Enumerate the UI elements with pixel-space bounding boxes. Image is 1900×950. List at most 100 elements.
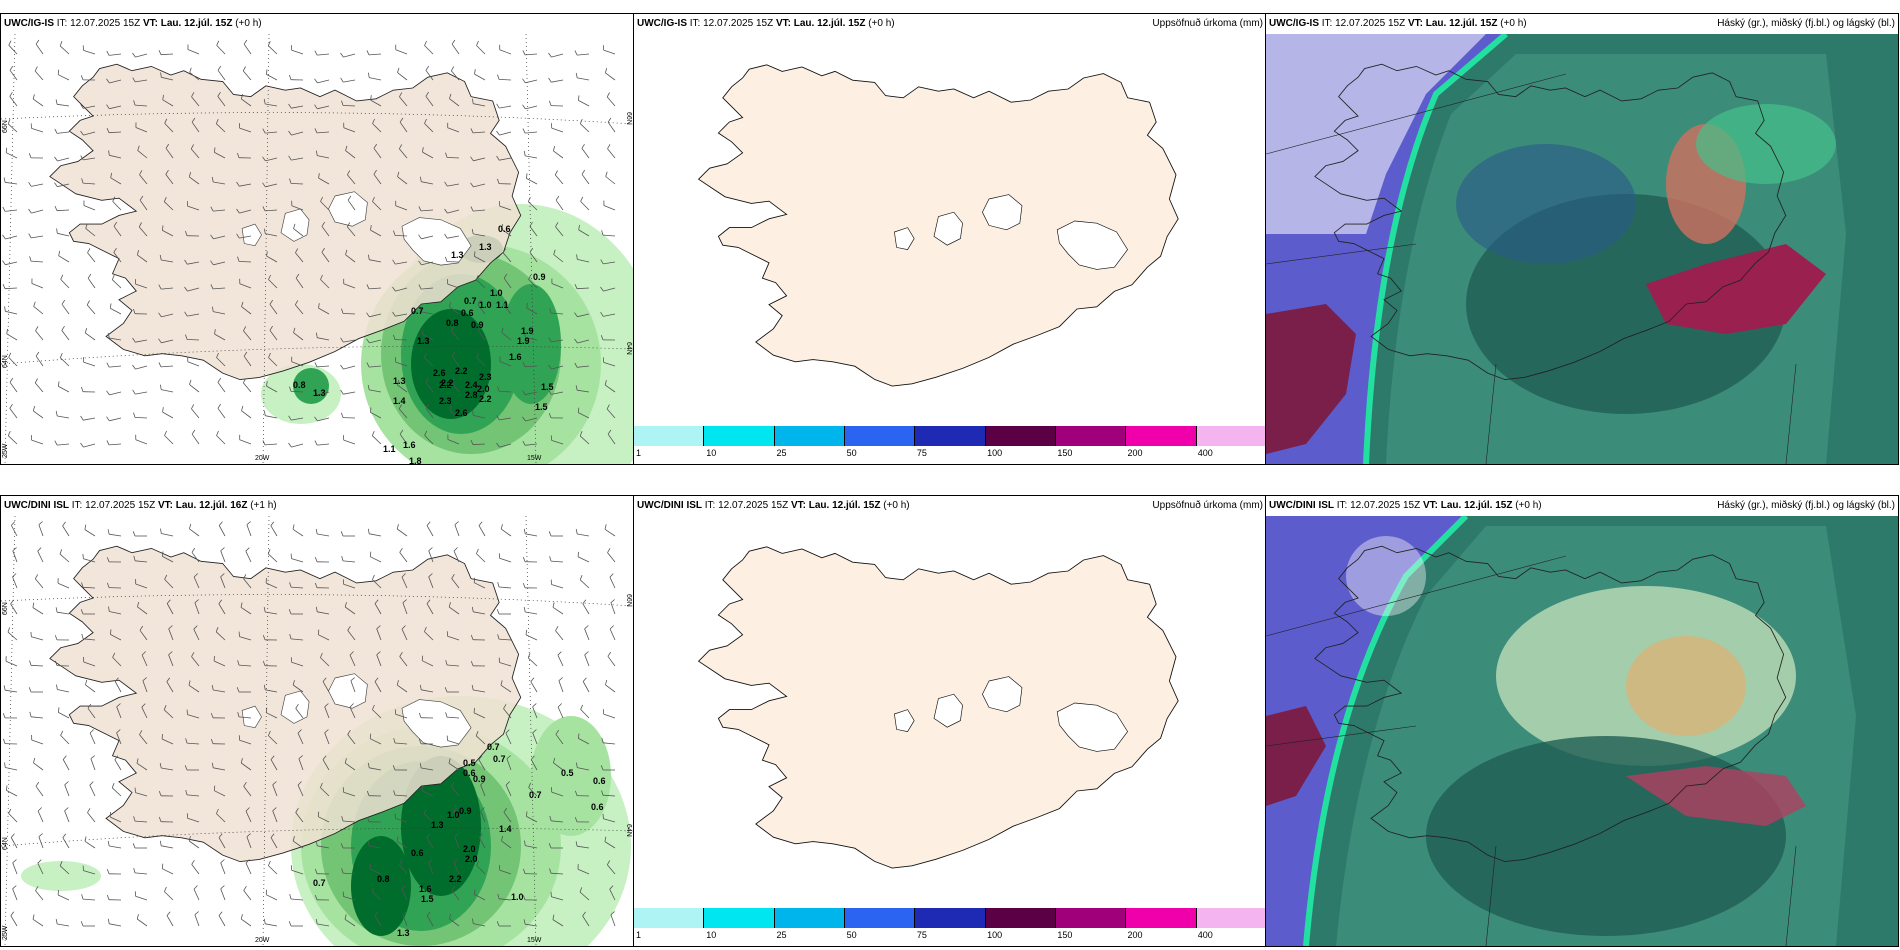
wind-barb [4,287,18,290]
wind-barb-flag [444,233,448,239]
cloud-cover-map[interactable] [1266,34,1898,464]
wind-barb-flag [112,196,116,202]
wind-barb-flag [288,442,292,448]
cloud-cover-map[interactable] [1266,516,1898,946]
wind-barb-flag [133,100,136,106]
wind-barb-flag [320,652,323,658]
wind-barb [164,201,174,211]
wind-barb [64,810,70,823]
wind-barb [136,918,148,927]
wind-barb-flag [428,573,433,578]
wind-barb-flag [240,758,243,764]
wind-barb [189,384,200,393]
wind-barb [551,440,564,445]
wind-barb-flag [159,763,162,769]
wind-barb-flag [55,660,58,666]
wind-barb-flag [501,223,504,230]
wind-barb-flag [184,286,188,292]
wind-barb-flag [314,78,318,84]
wind-barb-flag [28,233,32,239]
colorbar-label: 10 [706,448,717,458]
wind-barb [424,123,434,133]
wind-barb-flag [2,234,6,240]
wind-barb-flag [133,555,136,561]
wind-barb [525,923,538,927]
wind-barb-flag [9,91,13,97]
wind-barb [191,656,200,667]
wind-barb [603,287,616,292]
wind-precip-map[interactable]: 66N 64N 25W 20W 15W 66N 64N 0.6 1.3 1.3 … [1,34,633,464]
wind-barb [291,558,304,563]
wind-barb-flag [136,758,139,764]
precip-label: 1.6 [403,440,416,450]
wind-barb [428,862,434,875]
wind-barb-flag [604,524,607,530]
precip-label: 2.0 [465,854,478,864]
wind-barb-flag [80,75,84,81]
wind-barb-flag [132,389,136,395]
precip-colorbar [634,908,1266,928]
precip-label: 0.6 [411,848,424,858]
wind-barb [164,435,174,445]
wind-barb-flag [241,405,244,411]
wind-barb [322,759,330,771]
colorbar-segment [634,908,705,928]
panel-dini-wind: UWC/DINI ISL IT: 12.07.2025 15Z VT: Lau.… [0,495,634,947]
precip-map[interactable] [634,34,1266,424]
wind-barb [447,183,460,187]
wind-barb-flag [600,286,604,292]
wind-barb-flag [451,378,455,383]
wind-precip-map[interactable]: 66N 64N 25W 20W 15W 66N 64N 0.7 0.7 0.5 … [1,516,633,946]
wind-barb-flag [421,655,424,661]
wind-barb [290,391,304,393]
wind-barb-flag [141,651,146,656]
wind-barb [398,148,408,159]
wind-barb-flag [549,100,552,106]
wind-barb-flag [471,606,474,612]
wind-barb-flag [220,859,225,864]
wind-barb-flag [158,49,162,55]
wind-barb-flag [317,811,320,817]
wind-barb [349,654,356,667]
precip-map[interactable] [634,516,1266,906]
wind-barb [342,105,356,107]
wind-barbs [2,39,616,448]
wind-barb-flag [318,173,320,179]
wind-barb [505,784,512,797]
wind-barb-flag [374,911,379,916]
wind-barb-flag [3,738,6,744]
wind-barb-flag [474,889,476,895]
wind-barb-flag [424,430,428,436]
wind-barb-flag [453,547,458,552]
colorbar-segment [1196,426,1266,446]
wind-barb [241,410,252,419]
wind-barb [114,681,122,693]
wind-barb [349,706,356,719]
wind-barb-flag [89,729,94,734]
wind-barb-flag [425,377,429,383]
wind-barb [478,837,486,849]
wind-barb-flag [424,626,427,632]
wind-barb [83,157,96,161]
panel-header: UWC/IG-IS IT: 12.07.2025 15Z VT: Lau. 12… [634,14,1266,34]
wind-barb [162,411,174,419]
wind-barb-flag [59,549,63,555]
wind-barb [166,915,174,927]
wind-barb [577,313,590,318]
wind-barb [293,228,304,237]
wind-barb-flag [480,781,485,786]
wind-barb [609,628,616,641]
wind-barb-flag [581,169,586,175]
wind-barb [422,660,434,667]
wind-barb-flag [472,98,474,104]
wind-barb [394,235,408,237]
wind-barb [268,357,278,367]
colorbar-segment [634,426,705,446]
wind-barb [426,837,434,849]
wind-barb-flag [366,816,370,822]
wind-barb-flag [35,351,40,357]
wind-barb-flag [80,921,84,927]
wind-barb-flag [372,704,375,710]
wind-barb [428,888,434,901]
wind-barb-flag [106,416,110,422]
